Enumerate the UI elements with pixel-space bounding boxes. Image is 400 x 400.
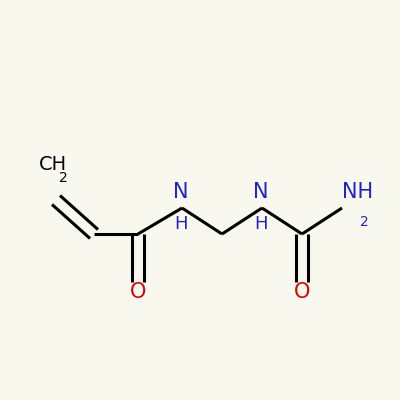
Text: H: H	[254, 215, 268, 233]
Text: O: O	[130, 282, 146, 302]
Text: N: N	[173, 182, 188, 202]
Text: N: N	[253, 182, 268, 202]
Text: H: H	[174, 215, 188, 233]
Text: O: O	[294, 282, 310, 302]
Text: CH: CH	[39, 155, 67, 174]
Text: NH: NH	[342, 182, 373, 202]
Text: 2: 2	[59, 171, 68, 185]
Text: 2: 2	[360, 215, 369, 229]
